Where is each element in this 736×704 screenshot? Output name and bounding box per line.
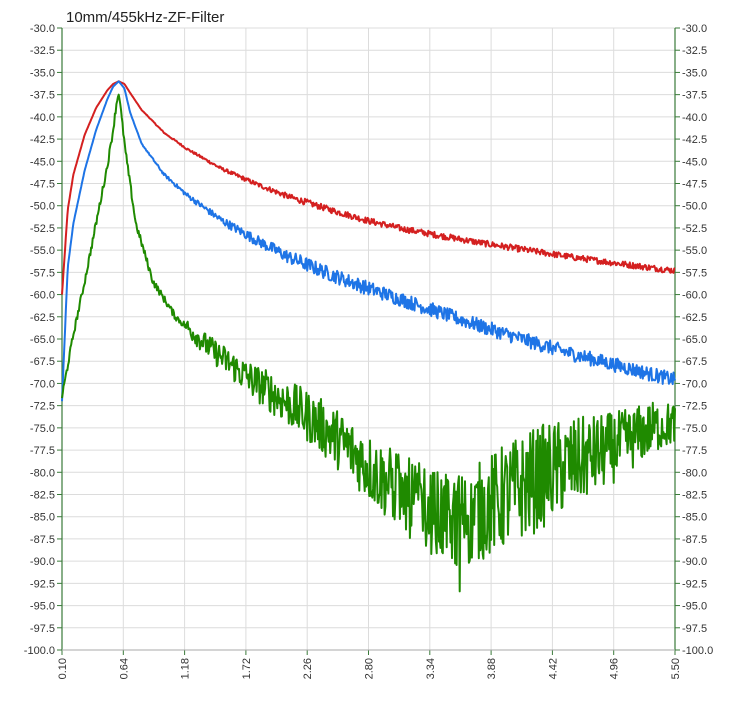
y-tick-label-right: -32.5 <box>682 45 707 57</box>
y-tick-label-left: -52.5 <box>30 223 55 235</box>
gridlines <box>61 27 676 651</box>
y-tick-label-right: -97.5 <box>682 623 707 635</box>
y-tick-label-left: -90.0 <box>30 556 55 568</box>
x-tick-label: 2.26 <box>302 658 314 679</box>
y-tick-label-left: -37.5 <box>30 90 55 102</box>
y-tick-label-right: -60.0 <box>682 290 707 302</box>
y-tick-label-left: -72.5 <box>30 401 55 413</box>
y-tick-label-right: -37.5 <box>682 90 707 102</box>
y-tick-label-left: -70.0 <box>30 378 55 390</box>
y-tick-label-right: -72.5 <box>682 401 707 413</box>
x-tick-label: 2.80 <box>364 658 376 679</box>
x-tick-label: 1.18 <box>180 658 192 679</box>
x-tick-label: 4.42 <box>547 658 559 679</box>
y-tick-label-left: -77.5 <box>30 445 55 457</box>
x-tick-label: 5.50 <box>670 658 682 679</box>
y-tick-label-right: -95.0 <box>682 601 707 613</box>
y-tick-label-right: -92.5 <box>682 578 707 590</box>
y-tick-label-right: -30.0 <box>682 23 707 35</box>
y-tick-label-right: -100.0 <box>682 645 713 657</box>
y-tick-label-right: -50.0 <box>682 201 707 213</box>
y-tick-label-left: -32.5 <box>30 45 55 57</box>
y-tick-label-right: -55.0 <box>682 245 707 257</box>
x-tick-label: 0.64 <box>118 658 130 679</box>
x-tick-label: 4.96 <box>609 658 621 679</box>
y-tick-label-right: -35.0 <box>682 67 707 79</box>
y-tick-label-right: -65.0 <box>682 334 707 346</box>
y-tick-label-right: -90.0 <box>682 556 707 568</box>
x-tick-label: 1.72 <box>241 658 253 679</box>
y-tick-label-right: -42.5 <box>682 134 707 146</box>
y-tick-label-left: -50.0 <box>30 201 55 213</box>
y-tick-label-right: -62.5 <box>682 312 707 324</box>
y-tick-label-left: -92.5 <box>30 578 55 590</box>
y-tick-label-left: -57.5 <box>30 267 55 279</box>
y-tick-label-right: -87.5 <box>682 534 707 546</box>
y-tick-label-left: -87.5 <box>30 534 55 546</box>
y-tick-label-left: -40.0 <box>30 112 55 124</box>
y-tick-label-left: -95.0 <box>30 601 55 613</box>
series-line-2 <box>61 80 676 402</box>
series-line-3 <box>61 93 676 593</box>
y-tick-label-left: -97.5 <box>30 623 55 635</box>
y-tick-label-right: -40.0 <box>682 112 707 124</box>
axes: 0.10 0.64 1.18 1.72 2.26 2.80 3.34 3.88 4.42 4.96… <box>24 23 713 679</box>
y-tick-label-left: -85.0 <box>30 512 55 524</box>
y-tick-label-right: -52.5 <box>682 223 707 235</box>
y-tick-label-left: -45.0 <box>30 156 55 168</box>
series-line-1 <box>61 80 676 295</box>
y-tick-label-left: -62.5 <box>30 312 55 324</box>
y-tick-label-left: -100.0 <box>24 645 55 657</box>
y-tick-label-left: -35.0 <box>30 67 55 79</box>
y-tick-label-right: -57.5 <box>682 267 707 279</box>
y-tick-label-left: -80.0 <box>30 467 55 479</box>
y-tick-label-left: -65.0 <box>30 334 55 346</box>
series-group <box>61 80 676 593</box>
x-tick-label: 0.10 <box>57 658 69 679</box>
y-tick-label-left: -47.5 <box>30 179 55 191</box>
y-tick-label-right: -45.0 <box>682 156 707 168</box>
y-tick-label-right: -82.5 <box>682 490 707 502</box>
y-tick-label-left: -60.0 <box>30 290 55 302</box>
y-tick-label-right: -80.0 <box>682 467 707 479</box>
y-tick-label-right: -75.0 <box>682 423 707 435</box>
y-tick-label-right: -70.0 <box>682 378 707 390</box>
y-tick-label-left: -55.0 <box>30 245 55 257</box>
y-tick-label-right: -85.0 <box>682 512 707 524</box>
y-tick-label-left: -67.5 <box>30 356 55 368</box>
y-tick-label-left: -82.5 <box>30 490 55 502</box>
x-tick-label: 3.88 <box>486 658 498 679</box>
y-tick-label-right: -77.5 <box>682 445 707 457</box>
y-tick-label-right: -67.5 <box>682 356 707 368</box>
y-tick-label-right: -47.5 <box>682 179 707 191</box>
x-tick-label: 3.34 <box>425 658 437 679</box>
y-tick-label-left: -30.0 <box>30 23 55 35</box>
chart-title: 10mm/455kHz-ZF-Filter <box>66 9 224 26</box>
y-tick-label-left: -42.5 <box>30 134 55 146</box>
y-tick-label-left: -75.0 <box>30 423 55 435</box>
